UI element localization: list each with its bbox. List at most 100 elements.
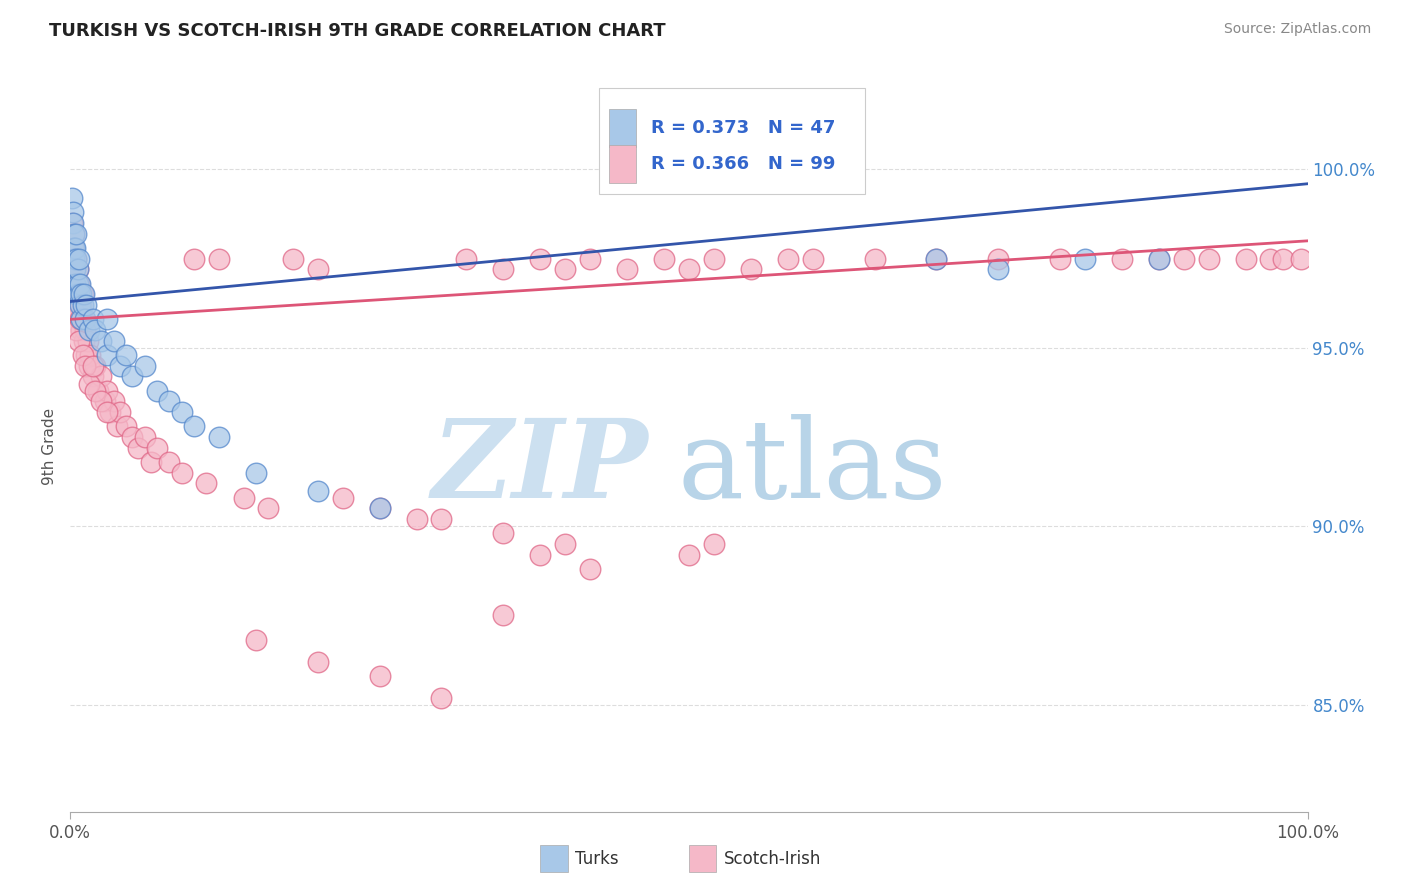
Point xyxy=(65,241,87,255)
Point xyxy=(65,262,87,277)
Point xyxy=(69,277,91,291)
Point xyxy=(62,216,84,230)
Point xyxy=(75,312,97,326)
Point xyxy=(98,405,121,419)
Point xyxy=(65,323,87,337)
Point xyxy=(65,252,87,266)
Point xyxy=(69,298,91,312)
Y-axis label: 9th Grade: 9th Grade xyxy=(42,408,58,484)
Point xyxy=(652,252,675,266)
Point xyxy=(579,562,602,576)
Point xyxy=(67,298,90,312)
Point xyxy=(703,252,725,266)
Point xyxy=(77,323,100,337)
Point xyxy=(554,262,576,277)
Point xyxy=(208,430,231,444)
Point xyxy=(82,359,104,373)
Point xyxy=(66,277,89,291)
Point xyxy=(554,537,576,551)
Point xyxy=(281,252,304,266)
Point xyxy=(90,369,112,384)
FancyBboxPatch shape xyxy=(689,845,716,872)
Point xyxy=(307,655,329,669)
Point xyxy=(492,262,515,277)
Point xyxy=(146,441,169,455)
Point xyxy=(1111,252,1133,266)
Point xyxy=(170,466,193,480)
Point xyxy=(69,312,91,326)
Point xyxy=(84,359,107,373)
Point xyxy=(987,252,1010,266)
Point xyxy=(72,287,94,301)
Point xyxy=(678,262,700,277)
Point xyxy=(72,312,94,326)
Point xyxy=(108,405,131,419)
Point xyxy=(84,384,107,398)
Point xyxy=(94,394,117,409)
Point xyxy=(157,455,180,469)
Point xyxy=(1271,252,1294,266)
Point xyxy=(208,252,231,266)
Point xyxy=(579,252,602,266)
Point xyxy=(84,323,107,337)
Point xyxy=(1173,252,1195,266)
Point xyxy=(73,287,96,301)
Point xyxy=(79,348,101,362)
Point xyxy=(1049,252,1071,266)
Point xyxy=(103,334,125,348)
Point xyxy=(65,277,87,291)
Point xyxy=(63,252,86,266)
Point xyxy=(925,252,948,266)
Point xyxy=(925,252,948,266)
Point xyxy=(1291,252,1313,266)
Point xyxy=(307,262,329,277)
Point xyxy=(863,252,886,266)
Point xyxy=(75,298,97,312)
Point xyxy=(108,359,131,373)
Text: Turks: Turks xyxy=(575,850,619,868)
Point xyxy=(65,287,87,301)
Point xyxy=(115,419,138,434)
Point xyxy=(801,252,824,266)
Point xyxy=(63,227,86,241)
Point xyxy=(1198,252,1220,266)
Point xyxy=(65,227,87,241)
Point xyxy=(740,262,762,277)
Point xyxy=(368,501,391,516)
Point xyxy=(678,548,700,562)
Point xyxy=(76,334,98,348)
Point xyxy=(86,384,108,398)
Point xyxy=(529,548,551,562)
Point xyxy=(96,405,118,419)
Point xyxy=(67,277,90,291)
Point xyxy=(232,491,254,505)
Point xyxy=(1234,252,1257,266)
Point xyxy=(62,241,84,255)
Point xyxy=(67,287,90,301)
Point xyxy=(456,252,478,266)
Point xyxy=(65,277,87,291)
Point xyxy=(90,394,112,409)
Point xyxy=(67,334,90,348)
Point xyxy=(1074,252,1097,266)
Point xyxy=(430,690,453,705)
Point xyxy=(69,312,91,326)
Point xyxy=(157,394,180,409)
Point xyxy=(115,348,138,362)
Text: Scotch-Irish: Scotch-Irish xyxy=(724,850,821,868)
Point xyxy=(616,262,638,277)
Point xyxy=(82,369,104,384)
Point xyxy=(63,241,86,255)
Point xyxy=(72,298,94,312)
Point xyxy=(492,526,515,541)
Point xyxy=(430,512,453,526)
Point xyxy=(82,312,104,326)
Point xyxy=(987,262,1010,277)
Point xyxy=(307,483,329,498)
Point xyxy=(776,252,799,266)
Point xyxy=(90,334,112,348)
Point xyxy=(66,262,89,277)
Point xyxy=(63,252,86,266)
Point xyxy=(75,359,97,373)
Point xyxy=(69,287,91,301)
